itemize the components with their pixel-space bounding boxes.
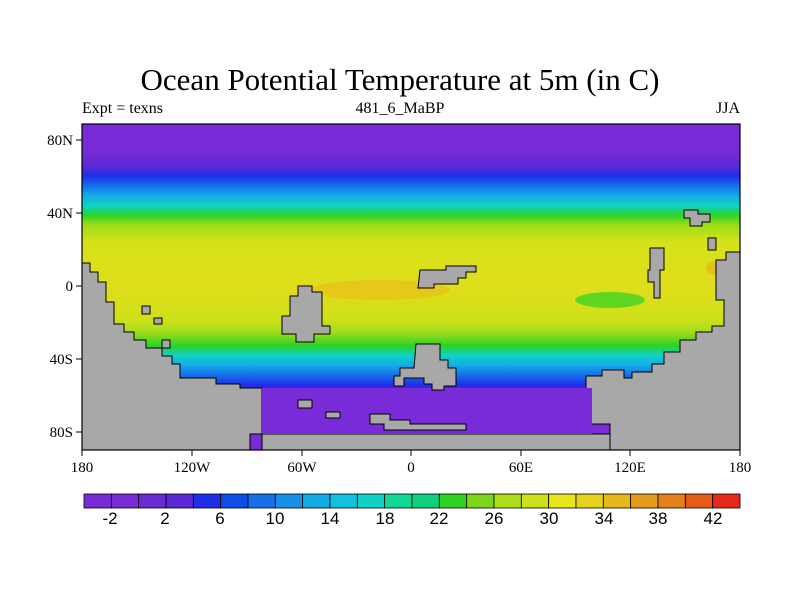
colorbar-label: 34 <box>595 509 614 528</box>
y-tick-label: 40S <box>50 352 73 368</box>
x-tick-label: 180 <box>71 460 94 476</box>
colorbar-swatch <box>438 493 468 509</box>
colorbar-swatch <box>329 493 358 509</box>
experiment-label: Expt = texns <box>82 100 164 117</box>
colorbar-label: 30 <box>540 509 559 528</box>
island <box>141 305 151 315</box>
island <box>297 399 313 409</box>
colorbar-label: 6 <box>215 509 224 528</box>
colorbar-swatch <box>466 493 495 509</box>
case-label: 481_6_MaBP <box>355 100 445 117</box>
colorbar-swatch <box>138 493 167 509</box>
y-tick-label: 0 <box>66 279 74 295</box>
warm-pool-central <box>310 280 450 300</box>
land-central-north <box>417 265 477 289</box>
island <box>707 237 717 251</box>
colorbar-label: 10 <box>266 509 285 528</box>
colorbar-swatch <box>83 493 112 509</box>
colorbar-swatch <box>165 493 194 509</box>
colorbar-swatch <box>602 493 632 509</box>
colorbar-swatch <box>575 493 604 509</box>
colorbar-swatch <box>247 493 276 509</box>
y-tick-label: 80N <box>47 133 73 149</box>
colorbar-swatch <box>110 493 140 509</box>
colorbar-swatch <box>192 493 222 509</box>
colorbar-swatch <box>411 493 440 509</box>
map-title: Ocean Potential Temperature at 5m (in C) <box>140 62 660 97</box>
island <box>153 317 163 325</box>
colorbar-label: 42 <box>704 509 723 528</box>
colorbar-swatch <box>493 493 522 509</box>
colorbar-swatch <box>712 493 741 509</box>
colorbar-swatch <box>548 493 577 509</box>
colorbar-swatch <box>684 493 714 509</box>
island <box>325 411 341 419</box>
colorbar-label: 18 <box>376 509 395 528</box>
cool-tongue-east <box>575 292 645 308</box>
x-tick-label: 60E <box>509 460 533 476</box>
colorbar-label: 2 <box>160 509 169 528</box>
colorbar-swatch <box>657 493 686 509</box>
land-north-east <box>647 247 665 299</box>
land-central-south <box>393 343 457 391</box>
y-tick-label: 80S <box>50 425 73 441</box>
ice-shelf-island <box>369 413 467 431</box>
colorbar-swatch <box>630 493 659 509</box>
colorbar-label: 26 <box>485 509 504 528</box>
axis-ticks <box>76 139 741 456</box>
colorbar-swatch <box>302 493 331 509</box>
x-tick-label: 120E <box>614 460 646 476</box>
colorbar-swatch <box>274 493 304 509</box>
x-tick-label: 0 <box>407 460 415 476</box>
land-north-east-small <box>683 209 711 227</box>
colorbar-swatch <box>220 493 249 509</box>
colorbar-label: -2 <box>102 509 117 528</box>
colorbar-label: 14 <box>321 509 340 528</box>
x-tick-label: 120W <box>174 460 212 476</box>
southern-continent-ice <box>261 433 611 450</box>
land-central-west <box>281 285 331 343</box>
colorbar-label: 22 <box>430 509 449 528</box>
season-label: JJA <box>715 100 740 117</box>
x-tick-label: 180 <box>729 460 752 476</box>
colorbar <box>83 493 741 509</box>
colorbar-swatch <box>520 493 550 509</box>
colorbar-swatch <box>384 493 413 509</box>
colorbar-swatch <box>356 493 386 509</box>
colorbar-label: 38 <box>649 509 668 528</box>
x-tick-label: 60W <box>287 460 317 476</box>
y-tick-label: 40N <box>47 206 73 222</box>
island <box>161 339 171 349</box>
